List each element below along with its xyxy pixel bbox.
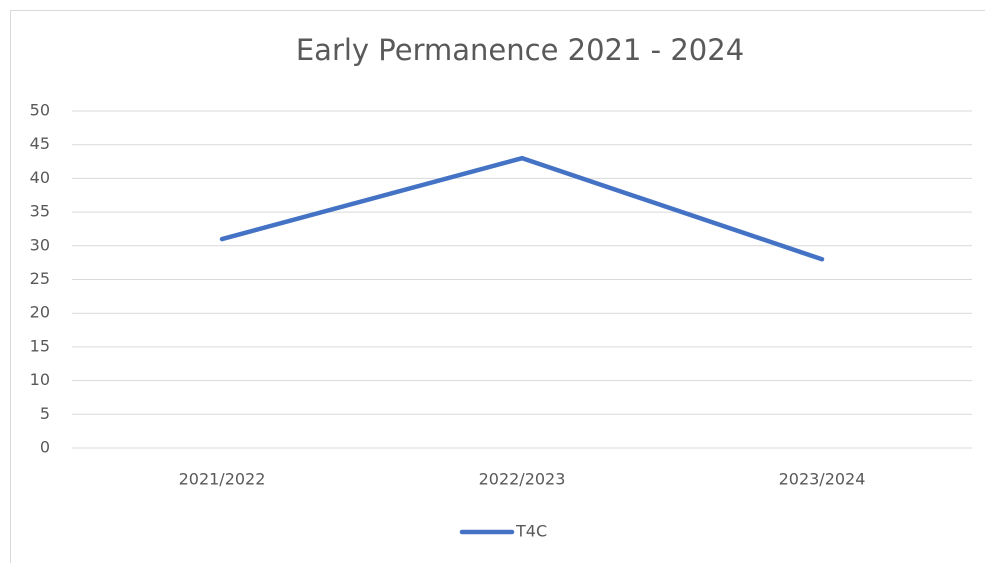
y-tick-label: 5 xyxy=(40,404,50,423)
y-tick-label: 10 xyxy=(30,370,50,389)
chart-title: Early Permanence 2021 - 2024 xyxy=(296,33,744,67)
x-tick-label: 2023/2024 xyxy=(779,470,866,489)
y-tick-label: 20 xyxy=(30,303,50,322)
x-tick-label: 2021/2022 xyxy=(179,470,266,489)
line-series xyxy=(219,155,825,262)
y-tick-label: 40 xyxy=(30,168,50,187)
y-tick-label: 15 xyxy=(30,336,50,355)
chart-border xyxy=(10,10,985,563)
y-tick-label: 0 xyxy=(40,438,50,457)
y-tick-label: 45 xyxy=(30,134,50,153)
y-tick-label: 30 xyxy=(30,235,50,254)
y-tick-label: 25 xyxy=(30,269,50,288)
y-tick-label: 50 xyxy=(30,101,50,120)
x-tick-label: 2022/2023 xyxy=(479,470,566,489)
y-tick-label: 35 xyxy=(30,202,50,221)
legend-label: T4C xyxy=(515,522,547,541)
